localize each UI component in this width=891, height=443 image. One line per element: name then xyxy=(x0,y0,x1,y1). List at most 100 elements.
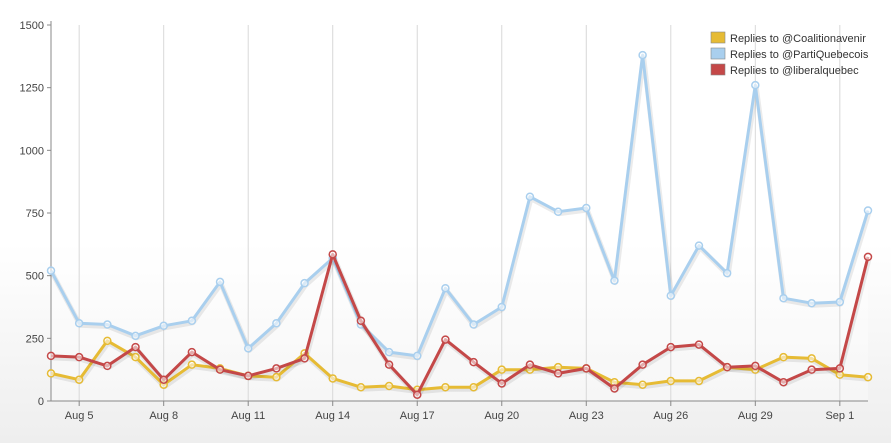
x-tick-label: Aug 20 xyxy=(484,410,519,422)
series-line xyxy=(49,53,870,358)
data-point[interactable] xyxy=(666,342,676,352)
data-point[interactable] xyxy=(74,375,84,384)
data-point[interactable] xyxy=(300,278,309,288)
data-point[interactable] xyxy=(582,203,591,213)
data-point[interactable] xyxy=(807,354,816,363)
x-tick-label: Aug 14 xyxy=(315,410,350,422)
data-point[interactable] xyxy=(131,331,140,341)
y-tick-label: 250 xyxy=(26,333,44,345)
data-point[interactable] xyxy=(610,276,619,285)
x-tick-label: Sep 1 xyxy=(825,410,854,422)
data-point[interactable] xyxy=(103,361,112,371)
data-point[interactable] xyxy=(666,291,676,300)
data-point[interactable] xyxy=(272,319,281,328)
data-point[interactable] xyxy=(610,384,619,393)
data-point[interactable] xyxy=(497,365,507,374)
legend-label: Replies to @Coalitionavenir xyxy=(730,33,866,45)
x-tick-label: Aug 11 xyxy=(231,410,265,422)
data-point[interactable] xyxy=(835,364,845,373)
y-tick-label: 1250 xyxy=(20,83,44,95)
data-point[interactable] xyxy=(751,361,760,371)
data-point[interactable] xyxy=(384,381,394,391)
series-line-shadow xyxy=(51,340,870,395)
data-point[interactable] xyxy=(46,369,56,378)
data-point[interactable] xyxy=(863,252,873,262)
data-point[interactable] xyxy=(356,382,366,392)
legend: Replies to @Coalitionavenir Replies to @P… xyxy=(710,31,869,77)
data-point[interactable] xyxy=(243,371,253,381)
data-point[interactable] xyxy=(328,374,337,383)
legend-swatch xyxy=(710,31,726,44)
legend-label: Replies to @PartiQuebecois xyxy=(730,49,869,61)
data-point[interactable] xyxy=(103,336,112,346)
data-point[interactable] xyxy=(751,80,760,90)
data-point[interactable] xyxy=(441,335,450,344)
data-point[interactable] xyxy=(553,207,563,216)
data-point[interactable] xyxy=(243,344,253,353)
data-point[interactable] xyxy=(863,206,873,215)
series-liberalquebec xyxy=(46,250,873,400)
legend-swatch xyxy=(710,47,726,60)
y-tick-label: 1000 xyxy=(20,145,44,157)
data-point[interactable] xyxy=(131,352,140,362)
data-point[interactable] xyxy=(412,351,422,361)
data-point[interactable] xyxy=(694,241,704,250)
data-point[interactable] xyxy=(384,360,394,369)
data-point[interactable] xyxy=(722,268,732,278)
x-tick-label: Aug 8 xyxy=(149,410,178,422)
series-partiquebecois xyxy=(46,50,873,361)
data-point[interactable] xyxy=(779,352,788,362)
data-point[interactable] xyxy=(469,382,478,392)
data-point[interactable] xyxy=(272,364,281,373)
data-point[interactable] xyxy=(272,372,281,382)
data-point[interactable] xyxy=(384,347,394,357)
data-point[interactable] xyxy=(74,352,84,362)
data-point[interactable] xyxy=(74,319,84,328)
data-point[interactable] xyxy=(103,320,112,329)
data-point[interactable] xyxy=(666,376,676,386)
data-point[interactable] xyxy=(863,372,873,382)
data-point[interactable] xyxy=(441,283,450,293)
data-point[interactable] xyxy=(835,297,845,307)
data-point[interactable] xyxy=(779,293,788,303)
legend-label: Replies to @liberalquebec xyxy=(730,65,859,77)
data-point[interactable] xyxy=(497,379,507,388)
data-point[interactable] xyxy=(807,298,816,308)
data-point[interactable] xyxy=(356,316,366,326)
data-point[interactable] xyxy=(582,364,591,373)
data-point[interactable] xyxy=(553,369,563,378)
legend-swatch xyxy=(710,63,726,76)
data-point[interactable] xyxy=(441,382,450,392)
data-point[interactable] xyxy=(525,192,535,201)
data-point[interactable] xyxy=(46,266,56,275)
legend-item[interactable]: Replies to @PartiQuebecois xyxy=(710,47,869,61)
data-point[interactable] xyxy=(497,302,507,312)
data-point[interactable] xyxy=(159,375,168,384)
data-point[interactable] xyxy=(159,321,168,331)
data-point[interactable] xyxy=(412,390,422,399)
data-point[interactable] xyxy=(807,365,816,374)
data-point[interactable] xyxy=(46,351,56,361)
data-point[interactable] xyxy=(694,376,704,386)
data-point[interactable] xyxy=(215,277,225,287)
data-point[interactable] xyxy=(525,360,535,369)
legend-item[interactable]: Replies to @liberalquebec xyxy=(710,63,859,77)
data-point[interactable] xyxy=(187,360,197,369)
data-point[interactable] xyxy=(215,365,225,374)
data-point[interactable] xyxy=(187,347,197,357)
data-point[interactable] xyxy=(722,362,732,372)
data-point[interactable] xyxy=(328,250,337,259)
data-point[interactable] xyxy=(131,342,140,352)
x-tick-label: Aug 17 xyxy=(400,410,435,422)
data-point[interactable] xyxy=(638,360,647,369)
legend-item[interactable]: Replies to @Coalitionavenir xyxy=(710,31,866,45)
data-point[interactable] xyxy=(300,354,309,363)
data-point[interactable] xyxy=(638,50,647,60)
data-point[interactable] xyxy=(469,320,478,329)
data-point[interactable] xyxy=(638,380,647,389)
data-point[interactable] xyxy=(469,357,478,367)
data-point[interactable] xyxy=(187,316,197,326)
data-point[interactable] xyxy=(779,377,788,387)
data-point[interactable] xyxy=(694,340,704,349)
